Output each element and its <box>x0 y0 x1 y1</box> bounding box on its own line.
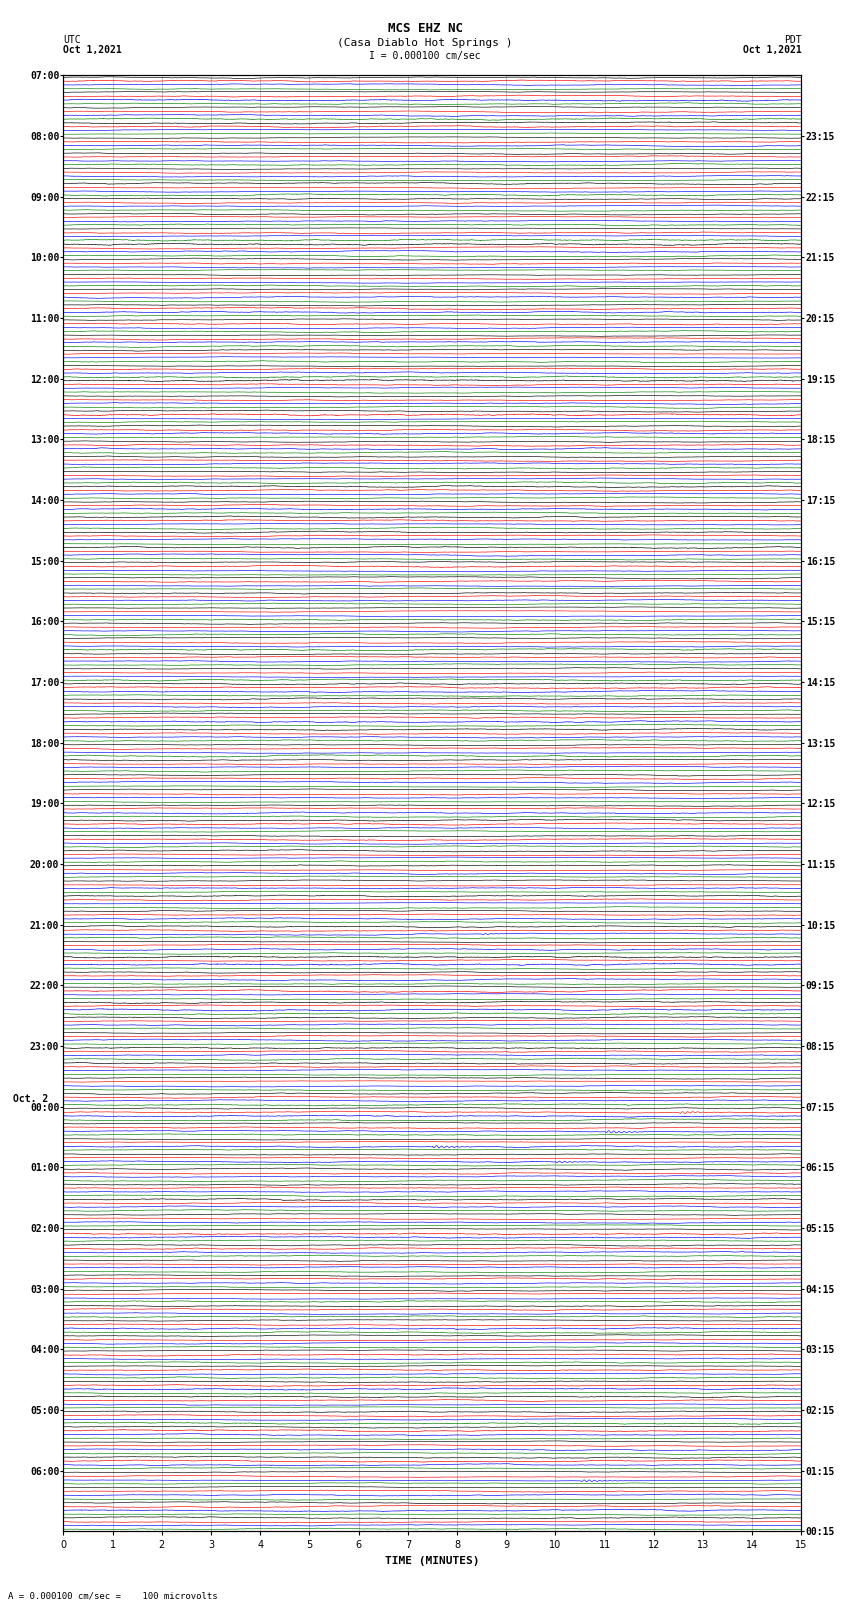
Text: A = 0.000100 cm/sec =    100 microvolts: A = 0.000100 cm/sec = 100 microvolts <box>8 1590 218 1600</box>
Text: PDT: PDT <box>784 35 802 45</box>
Text: Oct. 2: Oct. 2 <box>14 1094 48 1103</box>
Text: I = 0.000100 cm/sec: I = 0.000100 cm/sec <box>369 52 481 61</box>
Text: MCS EHZ NC: MCS EHZ NC <box>388 23 462 35</box>
Text: UTC: UTC <box>64 35 81 45</box>
Text: (Casa Diablo Hot Springs ): (Casa Diablo Hot Springs ) <box>337 39 513 48</box>
Text: Oct 1,2021: Oct 1,2021 <box>743 45 802 55</box>
Text: Oct 1,2021: Oct 1,2021 <box>64 45 122 55</box>
X-axis label: TIME (MINUTES): TIME (MINUTES) <box>385 1557 479 1566</box>
